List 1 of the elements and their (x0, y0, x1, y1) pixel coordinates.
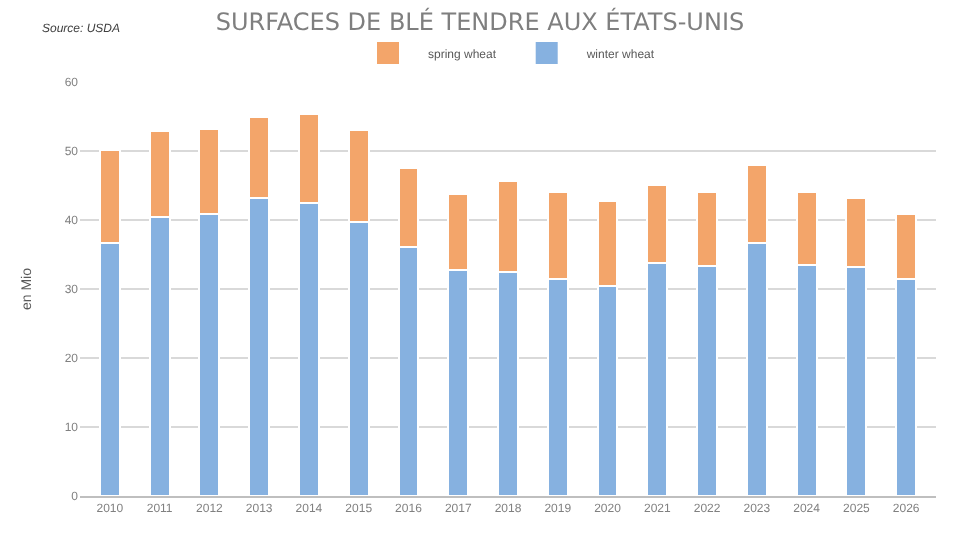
chart-title: SURFACES DE BLÉ TENDRE AUX ÉTATS-UNIS (215, 6, 745, 37)
